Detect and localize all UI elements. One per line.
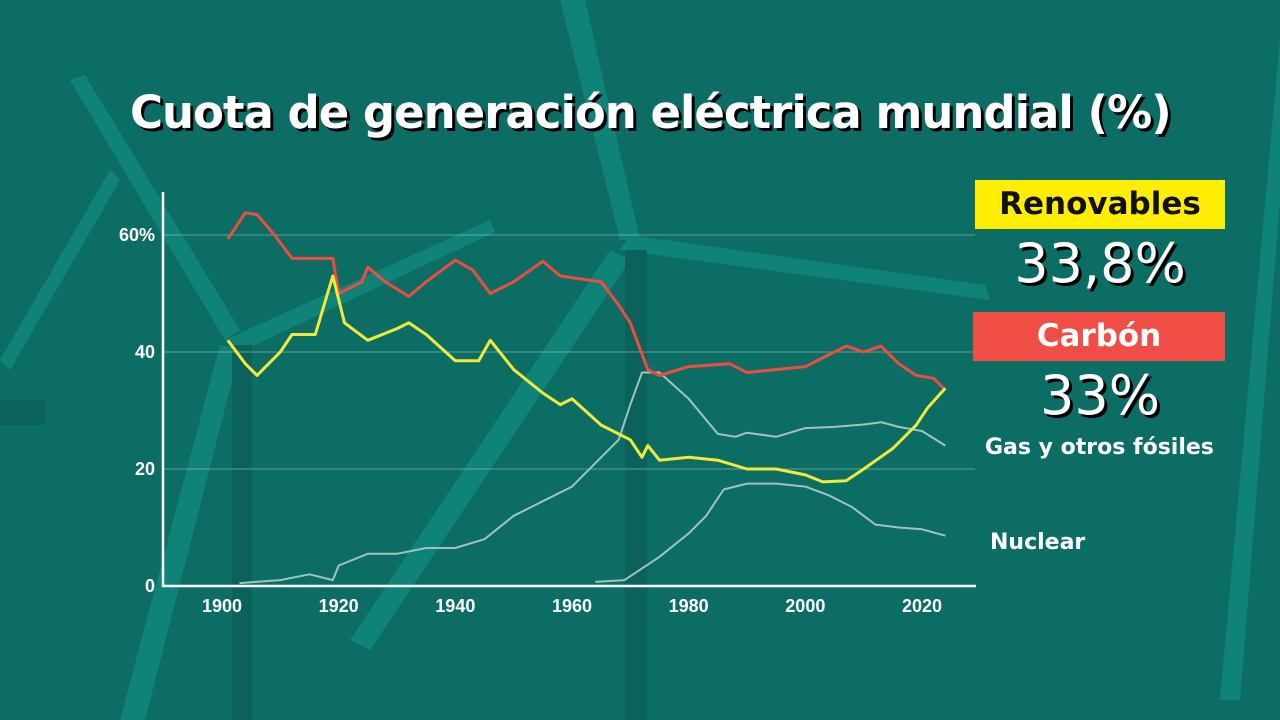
y-tick-label: 0 [145,576,155,596]
series-line-coal [226,211,947,392]
nuclear-label: Nuclear [990,530,1086,555]
renewables-value: 33,8% [1014,232,1186,295]
chart-title: Cuota de generación eléctrica mundial (%… [130,86,1172,139]
gas-label: Gas y otros fósiles [985,435,1214,460]
x-tick-label: 1960 [552,596,592,616]
y-tick-label: 40 [135,342,155,362]
x-tick-label: 1920 [319,596,359,616]
series-line-renewables [226,274,947,484]
x-tick-label: 2020 [902,596,942,616]
y-tick-label: 20 [135,459,155,479]
coal-value: 33% [1039,364,1161,427]
coal-label: Carbón [973,312,1225,361]
y-tick-label: 60% [119,225,155,245]
x-tick-label: 2000 [785,596,825,616]
series-line-gas [239,371,946,585]
x-tick-label: 1980 [669,596,709,616]
x-tick-label: 1900 [202,596,242,616]
series-line-nuclear [595,482,946,583]
renewables-label: Renovables [975,180,1225,229]
x-tick-label: 1940 [435,596,475,616]
